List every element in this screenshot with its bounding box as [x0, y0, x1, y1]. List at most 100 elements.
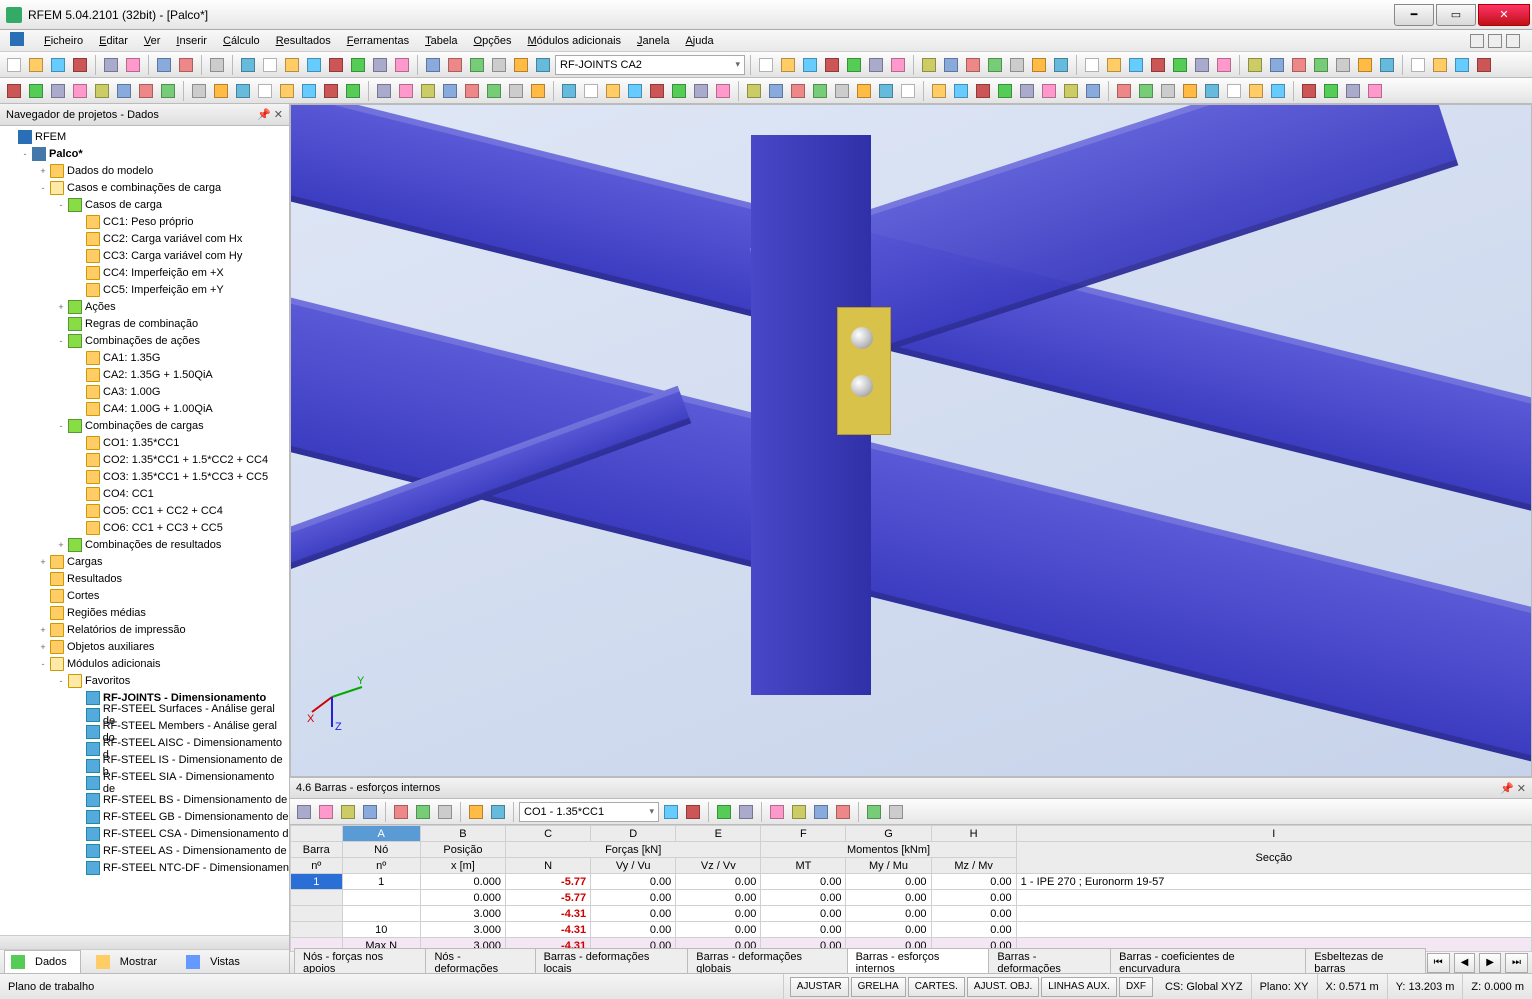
toolbar2-btn49[interactable]	[1136, 81, 1156, 101]
toolbar-undo-button[interactable]	[101, 55, 121, 75]
toolbar-c-button[interactable]	[282, 55, 302, 75]
tree-item[interactable]: CA4: 1.00G + 1.00QiA	[0, 400, 289, 417]
toolbar-extra16-button[interactable]	[1126, 55, 1146, 75]
toolbar-extra14-button[interactable]	[1082, 55, 1102, 75]
tree-item[interactable]: Resultados	[0, 570, 289, 587]
toolbar-extra0-button[interactable]	[756, 55, 776, 75]
table-tool-r2[interactable]	[714, 802, 734, 822]
table-tool8[interactable]	[488, 802, 508, 822]
tree-item[interactable]: CC4: Imperfeição em +X	[0, 264, 289, 281]
toolbar2-btn25[interactable]	[581, 81, 601, 101]
toolbar2-btn27[interactable]	[625, 81, 645, 101]
table-tool4[interactable]	[391, 802, 411, 822]
toolbar2-btn24[interactable]	[559, 81, 579, 101]
tab-nav-button[interactable]: ⏮	[1427, 953, 1450, 973]
toolbar-extra28-button[interactable]	[1408, 55, 1428, 75]
toolbar2-btn15[interactable]	[343, 81, 363, 101]
toolbar2-btn52[interactable]	[1202, 81, 1222, 101]
tab-nav-button[interactable]: ▶	[1479, 953, 1501, 973]
toolbar-extra11-button[interactable]	[1007, 55, 1027, 75]
table-tool-r7[interactable]	[833, 802, 853, 822]
table-tool0[interactable]	[294, 802, 314, 822]
toolbar2-btn53[interactable]	[1224, 81, 1244, 101]
table-tool-r8[interactable]	[864, 802, 884, 822]
close-button[interactable]: ✕	[1478, 4, 1530, 26]
toolbar2-btn13[interactable]	[299, 81, 319, 101]
tree-item[interactable]: +Objetos auxiliares	[0, 638, 289, 655]
bottom-tab[interactable]: Barras - deformações locais	[535, 948, 689, 973]
menu-ficheiro[interactable]: Ficheiro	[36, 33, 91, 49]
toolbar-m-button[interactable]	[511, 55, 531, 75]
tree-item[interactable]: CC5: Imperfeição em +Y	[0, 281, 289, 298]
menu-opções[interactable]: Opções	[466, 33, 520, 49]
tree-item[interactable]: CC3: Carga variável com Hy	[0, 247, 289, 264]
table-row[interactable]: 3.000-4.310.000.000.000.000.00	[291, 906, 1532, 922]
toolbar2-btn26[interactable]	[603, 81, 623, 101]
toolbar2-btn41[interactable]	[951, 81, 971, 101]
tree-item[interactable]: +Relatórios de impressão	[0, 621, 289, 638]
tree-item[interactable]: -Casos de carga	[0, 196, 289, 213]
toolbar2-btn43[interactable]	[995, 81, 1015, 101]
toolbar-redo-button[interactable]	[123, 55, 143, 75]
toolbar-a-button[interactable]	[238, 55, 258, 75]
menu-cálculo[interactable]: Cálculo	[215, 33, 268, 49]
toolbar2-btn19[interactable]	[440, 81, 460, 101]
toolbar-extra12-button[interactable]	[1029, 55, 1049, 75]
tree-item[interactable]: CA2: 1.35G + 1.50QiA	[0, 366, 289, 383]
toolbar2-btn45[interactable]	[1039, 81, 1059, 101]
toolbar-save-button[interactable]	[48, 55, 68, 75]
toolbar-g-button[interactable]	[370, 55, 390, 75]
status-toggle-ajustobj[interactable]: AJUST. OBJ.	[967, 977, 1039, 997]
toolbar-i-button[interactable]	[423, 55, 443, 75]
mdi-minimize-icon[interactable]	[1470, 34, 1484, 48]
toolbar2-btn16[interactable]	[374, 81, 394, 101]
toolbar2-btn40[interactable]	[929, 81, 949, 101]
toolbar2-btn14[interactable]	[321, 81, 341, 101]
toolbar-k-button[interactable]	[467, 55, 487, 75]
tree-item[interactable]: +Dados do modelo	[0, 162, 289, 179]
nav-tab-vistas[interactable]: Vistas	[179, 950, 254, 974]
toolbar-b-button[interactable]	[260, 55, 280, 75]
toolbar2-btn57[interactable]	[1321, 81, 1341, 101]
toolbar2-btn42[interactable]	[973, 81, 993, 101]
toolbar-extra25-button[interactable]	[1333, 55, 1353, 75]
toolbar2-btn47[interactable]	[1083, 81, 1103, 101]
toolbar-print-button[interactable]	[207, 55, 227, 75]
status-toggle-dxf[interactable]: DXF	[1119, 977, 1153, 997]
toolbar-extra7-button[interactable]	[919, 55, 939, 75]
toolbar2-btn30[interactable]	[691, 81, 711, 101]
bottom-tab[interactable]: Nós - forças nos apoios	[294, 948, 426, 973]
tree-item[interactable]: CA1: 1.35G	[0, 349, 289, 366]
toolbar-l-button[interactable]	[489, 55, 509, 75]
menu-resultados[interactable]: Resultados	[268, 33, 339, 49]
toolbar-extra13-button[interactable]	[1051, 55, 1071, 75]
toolbar-h-button[interactable]	[392, 55, 412, 75]
tree-item[interactable]: -Combinações de cargas	[0, 417, 289, 434]
tree-item[interactable]: CC2: Carga variável com Hx	[0, 230, 289, 247]
toolbar2-btn12[interactable]	[277, 81, 297, 101]
toolbar2-btn7[interactable]	[158, 81, 178, 101]
maximize-button[interactable]: ▭	[1436, 4, 1476, 26]
tree-item[interactable]: CC1: Peso próprio	[0, 213, 289, 230]
table-row[interactable]: 110.000-5.770.000.000.000.000.001 - IPE …	[291, 874, 1532, 890]
toolbar2-btn33[interactable]	[766, 81, 786, 101]
bottom-tab[interactable]: Esbeltezas de barras	[1305, 948, 1425, 973]
table-tool-r4[interactable]	[767, 802, 787, 822]
toolbar2-btn22[interactable]	[506, 81, 526, 101]
menubar-app-icon[interactable]	[6, 32, 28, 49]
table-tool6[interactable]	[435, 802, 455, 822]
toolbar-extra18-button[interactable]	[1170, 55, 1190, 75]
toolbar2-btn58[interactable]	[1343, 81, 1363, 101]
toolbar2-btn50[interactable]	[1158, 81, 1178, 101]
toolbar2-btn10[interactable]	[233, 81, 253, 101]
module-combo[interactable]: RF-JOINTS CA2	[555, 55, 745, 75]
mdi-restore-icon[interactable]	[1488, 34, 1502, 48]
toolbar2-btn51[interactable]	[1180, 81, 1200, 101]
table-tool-r1[interactable]	[683, 802, 703, 822]
toolbar2-btn48[interactable]	[1114, 81, 1134, 101]
menu-janela[interactable]: Janela	[629, 33, 677, 49]
tree-item[interactable]: CO1: 1.35*CC1	[0, 434, 289, 451]
toolbar-save-all-button[interactable]	[70, 55, 90, 75]
toolbar2-btn55[interactable]	[1268, 81, 1288, 101]
toolbar-new-button[interactable]	[4, 55, 24, 75]
